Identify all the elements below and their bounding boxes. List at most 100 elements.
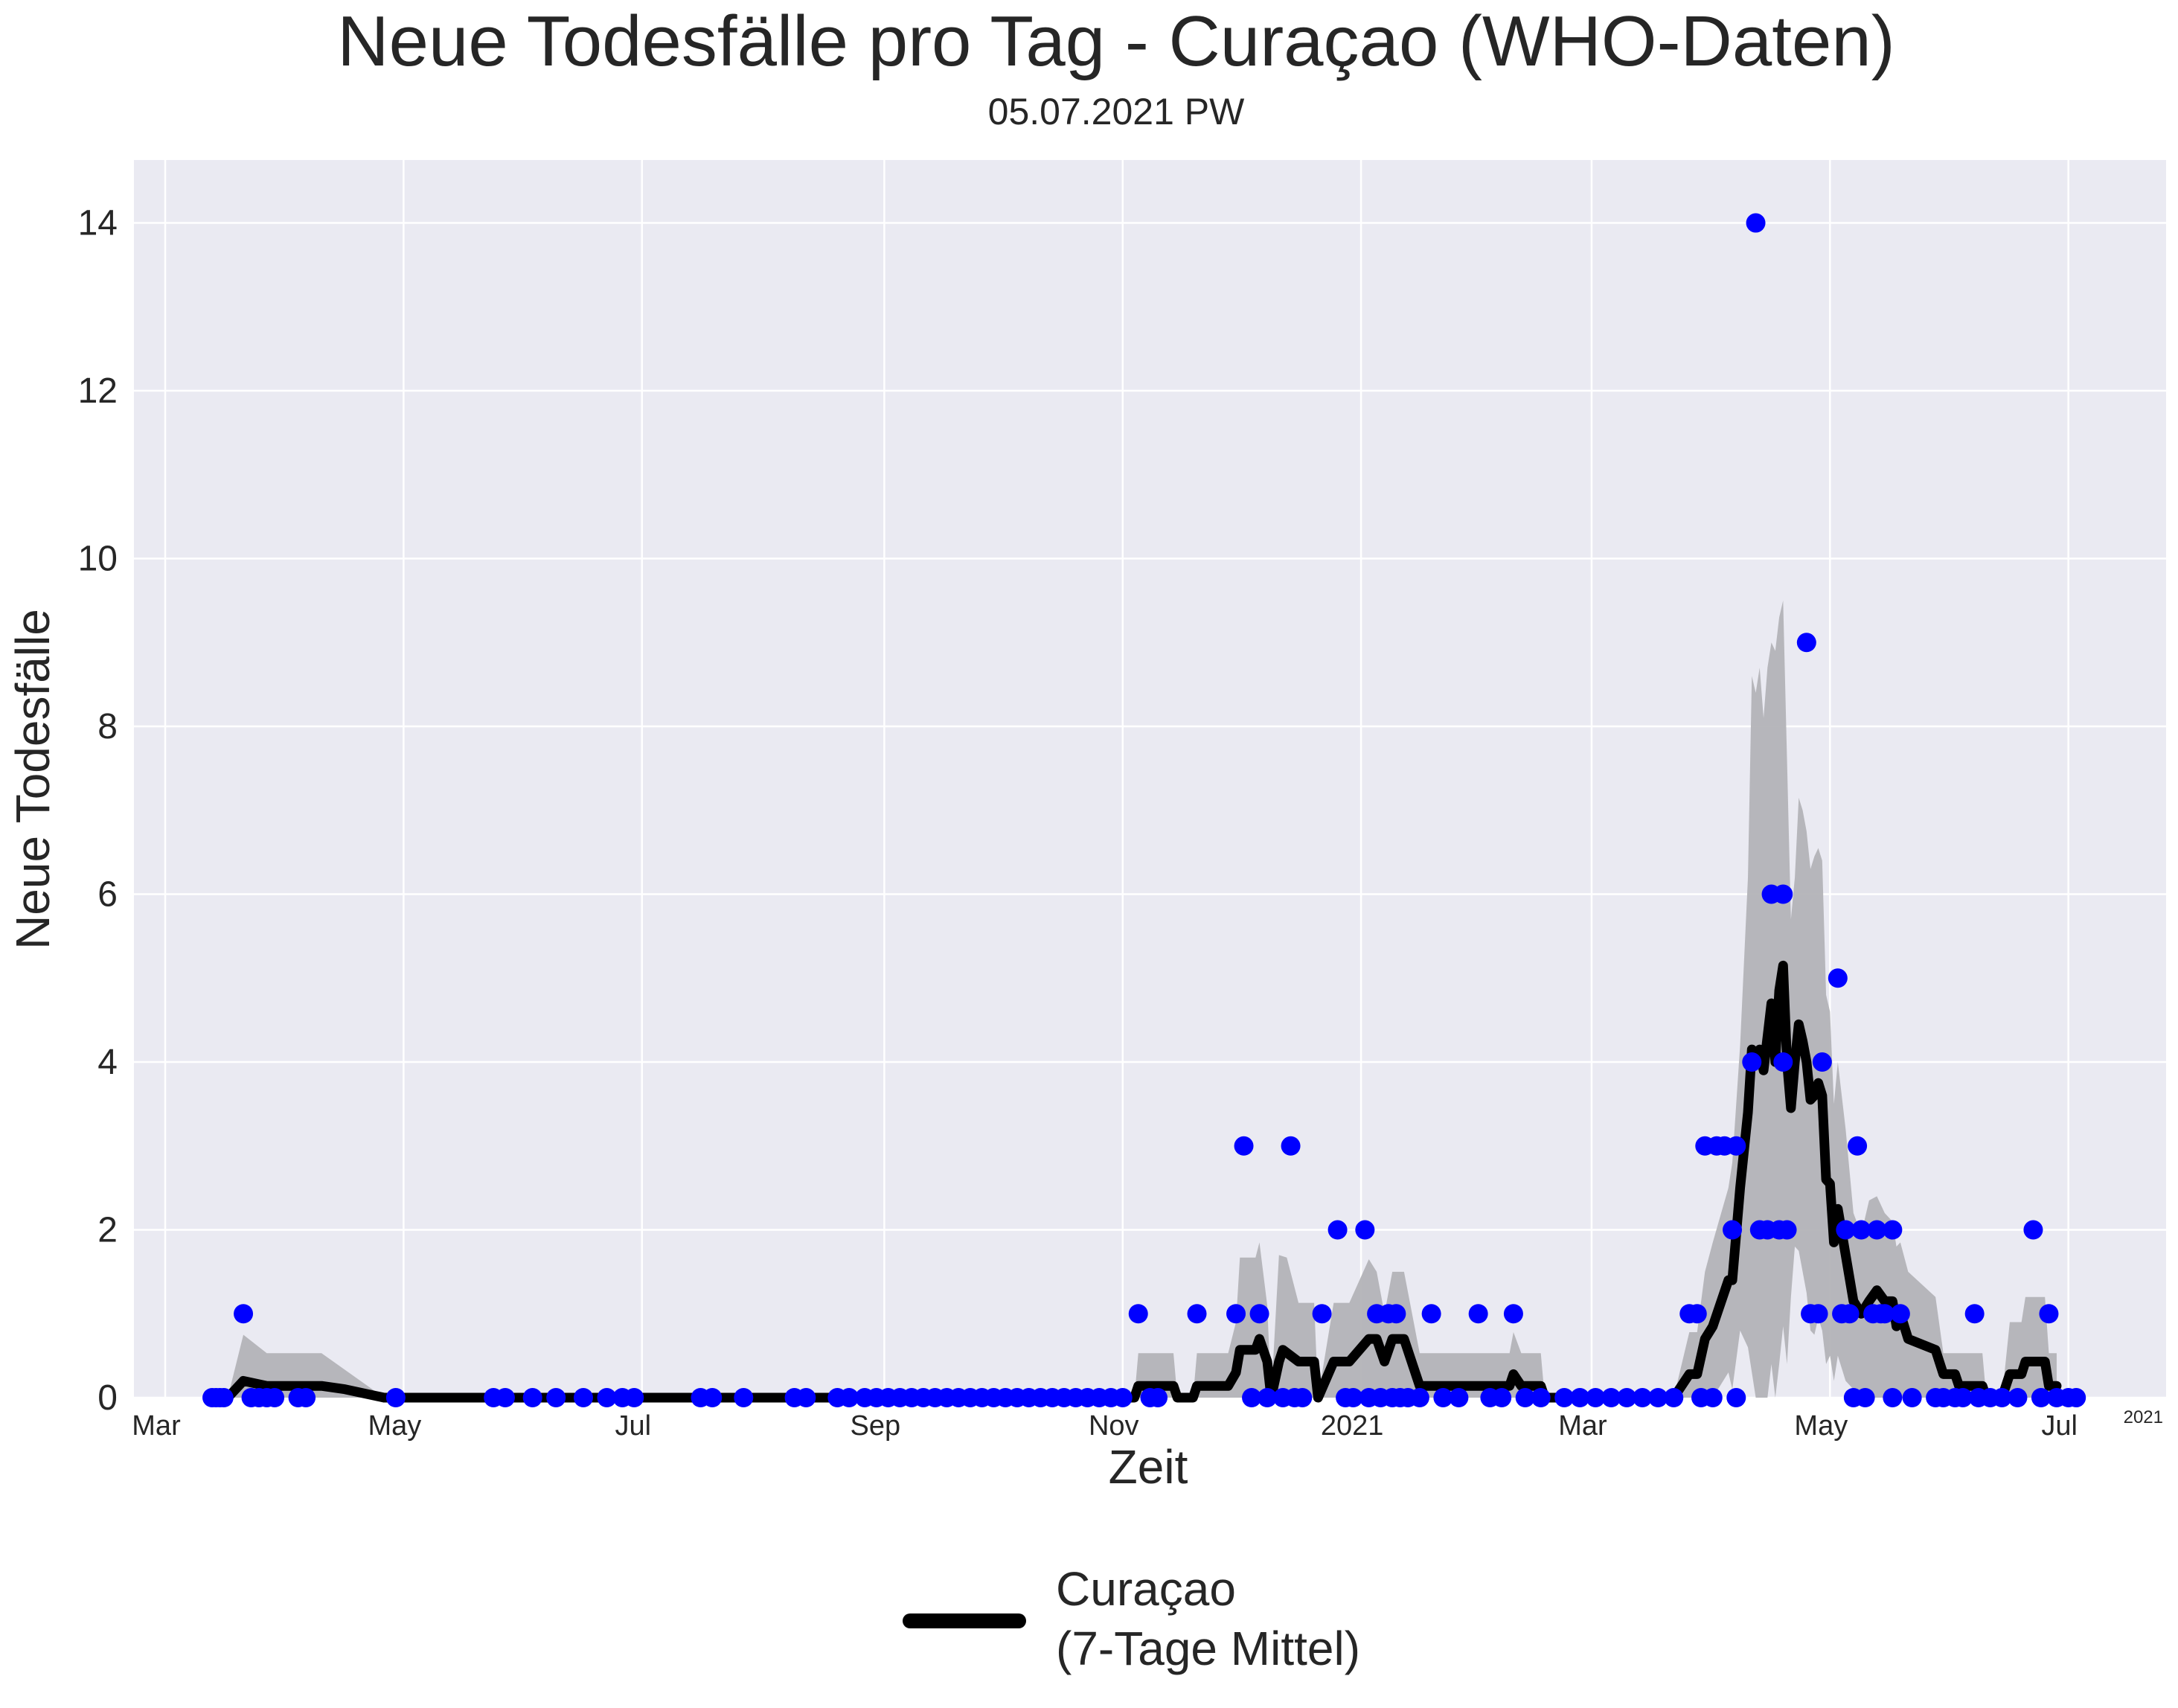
data-point (1234, 1136, 1254, 1156)
data-point (1293, 1388, 1313, 1407)
data-point (234, 1304, 254, 1324)
data-point (1664, 1388, 1684, 1407)
data-point (1953, 1388, 1973, 1407)
y-axis-label: Neue Todesfälle (6, 609, 60, 950)
data-point (1601, 1388, 1621, 1407)
x-tick-labels: Mar May Jul Sep Nov 2021 Mar May Jul (132, 1410, 2078, 1442)
data-point (214, 1388, 234, 1407)
data-point (1874, 1304, 1894, 1324)
data-point (1242, 1388, 1262, 1407)
data-point (1492, 1388, 1512, 1407)
data-point (1796, 633, 1816, 653)
data-point (1648, 1388, 1668, 1407)
data-point (1726, 1136, 1746, 1156)
data-point (1386, 1304, 1406, 1324)
chart-title: Neue Todesfälle pro Tag - Curaçao (WHO-D… (337, 1, 1894, 81)
data-point (1570, 1388, 1590, 1407)
x-tick-label: May (1794, 1410, 1848, 1442)
x-offset-label: 2021 (2124, 1407, 2163, 1427)
y-tick-label: 14 (78, 204, 118, 243)
data-point (1617, 1388, 1637, 1407)
data-point (1531, 1388, 1551, 1407)
data-point (1343, 1388, 1363, 1407)
data-point (522, 1388, 542, 1407)
x-tick-label: Jul (615, 1410, 651, 1442)
data-point (1964, 1304, 1985, 1324)
x-tick-label: Nov (1089, 1410, 1139, 1442)
data-point (265, 1388, 285, 1407)
data-point (1812, 1052, 1832, 1072)
data-point (1633, 1388, 1653, 1407)
y-tick-label: 12 (78, 371, 118, 411)
data-point (1281, 1136, 1301, 1156)
data-point (1867, 1220, 1887, 1240)
data-point (1421, 1304, 1441, 1324)
y-tick-label: 6 (97, 875, 118, 915)
y-tick-label: 10 (78, 540, 118, 579)
data-point (1726, 1388, 1746, 1407)
legend: Curaçao (7-Tage Mittel) (903, 1562, 1360, 1675)
y-tick-label: 0 (97, 1378, 118, 1418)
data-point (1586, 1388, 1606, 1407)
data-point (1808, 1304, 1828, 1324)
data-point (1851, 1220, 1871, 1240)
data-point (1312, 1304, 1332, 1324)
data-point (1836, 1220, 1856, 1240)
data-point (839, 1388, 859, 1407)
x-tick-label: May (368, 1410, 421, 1442)
data-point (296, 1388, 316, 1407)
data-point (1433, 1388, 1453, 1407)
x-tick-label: 2021 (1321, 1410, 1384, 1442)
x-tick-label: Mar (132, 1410, 181, 1442)
data-point (1249, 1304, 1269, 1324)
daily-points (202, 213, 2086, 1407)
data-point (385, 1388, 406, 1407)
data-point (796, 1388, 816, 1407)
data-point (1503, 1304, 1523, 1324)
data-point (1687, 1304, 1707, 1324)
data-point (1839, 1304, 1860, 1324)
data-point (1258, 1388, 1278, 1407)
data-point (1773, 1052, 1793, 1072)
data-point (1554, 1388, 1575, 1407)
chart-subtitle: 05.07.2021 PW (988, 91, 1245, 132)
data-point (1409, 1388, 1429, 1407)
data-point (1746, 213, 1766, 233)
data-point (1890, 1304, 1910, 1324)
data-point (2008, 1388, 2028, 1407)
data-point (1128, 1304, 1148, 1324)
x-tick-label: Sep (851, 1410, 901, 1442)
data-point (1187, 1304, 1207, 1324)
data-point (1742, 1052, 1762, 1072)
data-point (1828, 968, 1848, 988)
data-point (2031, 1388, 2051, 1407)
data-point (573, 1388, 593, 1407)
data-point (1703, 1388, 1723, 1407)
data-point (2066, 1388, 2086, 1407)
data-point (1112, 1388, 1133, 1407)
data-point (624, 1388, 644, 1407)
legend-label-line2: (7-Tage Mittel) (1056, 1622, 1360, 1675)
plot-area (134, 160, 2166, 1398)
data-point (1148, 1388, 1168, 1407)
data-point (734, 1388, 754, 1407)
data-point (1468, 1304, 1488, 1324)
data-point (1773, 884, 1793, 904)
data-point (1355, 1220, 1375, 1240)
y-tick-labels: 0 2 4 6 8 10 12 14 (78, 204, 118, 1418)
y-tick-label: 8 (97, 707, 118, 746)
data-point (1883, 1220, 1903, 1240)
x-tick-label: Jul (2041, 1410, 2078, 1442)
data-point (1327, 1220, 1348, 1240)
data-point (2023, 1220, 2043, 1240)
data-point (1883, 1388, 1903, 1407)
y-tick-label: 2 (97, 1211, 118, 1250)
x-axis-label: Zeit (1109, 1440, 1188, 1494)
data-point (2039, 1304, 2059, 1324)
data-point (1777, 1220, 1797, 1240)
legend-label-line1: Curaçao (1056, 1562, 1236, 1616)
data-point (495, 1388, 515, 1407)
y-tick-label: 4 (97, 1043, 118, 1082)
data-point (1848, 1136, 1868, 1156)
